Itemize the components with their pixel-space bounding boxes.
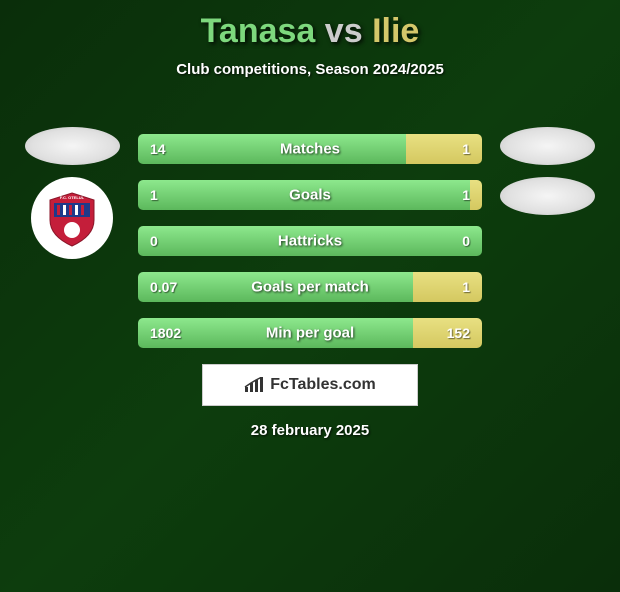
club-shield-icon: F.C. OTELUL [42, 188, 102, 248]
player1-club-badge: F.C. OTELUL [31, 177, 113, 259]
stats-container: 14 1 Matches 1 1 Goals 0 0 Hattricks 0.0… [138, 134, 482, 364]
stat-left-bar: 14 [138, 134, 406, 164]
stat-right-value: 1 [462, 187, 470, 203]
date-label: 28 february 2025 [251, 422, 369, 439]
stat-label: Min per goal [266, 325, 354, 342]
stat-row-min-per-goal: 1802 152 Min per goal [138, 318, 482, 348]
player2-name: Ilie [372, 12, 419, 50]
stat-right-value: 152 [447, 325, 470, 341]
vs-separator: vs [325, 12, 363, 50]
stat-right-value: 1 [462, 141, 470, 157]
stat-left-value: 1802 [150, 325, 181, 341]
stat-right-bar: 1 [406, 134, 482, 164]
stat-label: Goals [289, 187, 331, 204]
stat-label: Matches [280, 141, 340, 158]
player1-name: Tanasa [201, 12, 316, 50]
stat-row-matches: 14 1 Matches [138, 134, 482, 164]
player2-club-placeholder [500, 177, 595, 215]
brand-logo-box[interactable]: FcTables.com [202, 364, 418, 406]
stat-left-value: 0.07 [150, 279, 177, 295]
stat-left-value: 14 [150, 141, 166, 157]
subtitle: Club competitions, Season 2024/2025 [0, 61, 620, 78]
stat-row-goals-per-match: 0.07 1 Goals per match [138, 272, 482, 302]
stat-right-value: 0 [462, 233, 470, 249]
stat-left-value: 1 [150, 187, 158, 203]
stat-right-bar: 1 [470, 180, 482, 210]
player2-avatar-placeholder [500, 127, 595, 165]
stat-left-value: 0 [150, 233, 158, 249]
stat-label: Goals per match [251, 279, 369, 296]
stat-row-goals: 1 1 Goals [138, 180, 482, 210]
stat-right-value: 1 [462, 279, 470, 295]
comparison-title: Tanasa vs Ilie [0, 12, 620, 51]
left-badges-column: F.C. OTELUL [25, 127, 120, 259]
stat-row-hattricks: 0 0 Hattricks [138, 226, 482, 256]
player1-avatar-placeholder [25, 127, 120, 165]
stat-label: Hattricks [278, 233, 342, 250]
right-badges-column [500, 127, 595, 227]
brand-text: FcTables.com [270, 376, 376, 394]
svg-text:F.C. OTELUL: F.C. OTELUL [60, 195, 85, 200]
stat-right-bar: 152 [413, 318, 482, 348]
chart-icon [244, 377, 264, 393]
stat-right-bar: 1 [413, 272, 482, 302]
